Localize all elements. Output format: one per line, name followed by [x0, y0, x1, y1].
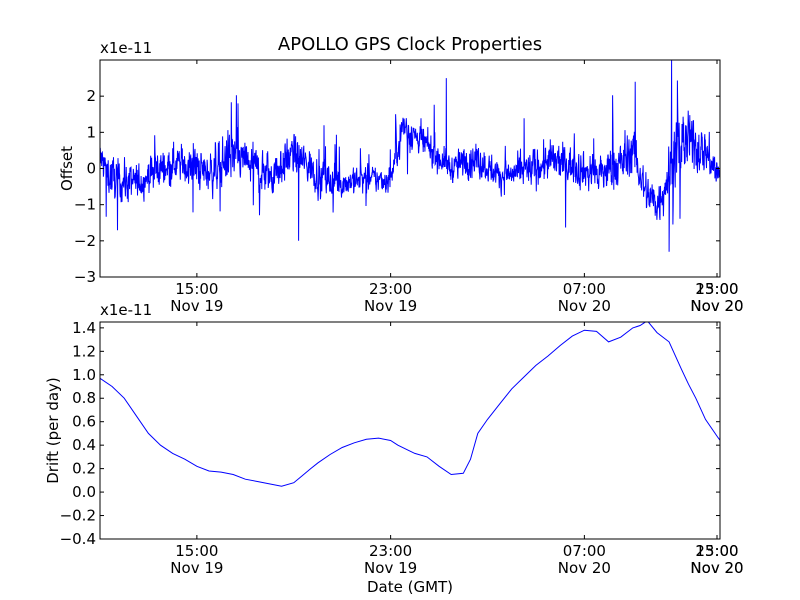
x-tick-label-date: Nov 20: [690, 297, 743, 315]
x-tick-label-time: 15:00: [175, 280, 218, 298]
y-tick-label: 1.4: [72, 319, 96, 337]
y-tick-label: −1: [74, 196, 96, 214]
y-axis-multiplier: x1e-11: [100, 39, 152, 57]
y-tick-label: 0.8: [72, 389, 96, 407]
y-tick-label: −0.2: [60, 507, 96, 525]
y-tick-label: −0.4: [60, 530, 96, 548]
x-tick-label-time: 15:00: [695, 280, 738, 298]
y-tick-label: 0.6: [72, 413, 96, 431]
y-axis-label: Offset: [58, 146, 76, 191]
x-tick-label-date: Nov 20: [558, 297, 611, 315]
x-tick-label-date: Nov 19: [170, 559, 223, 577]
y-tick-label: 0.0: [72, 483, 96, 501]
x-tick-label-date: Nov 20: [690, 559, 743, 577]
x-tick-label-date: Nov 20: [690, 559, 743, 577]
x-tick-label-time: 23:00: [369, 542, 412, 560]
y-tick-label: 2: [86, 87, 96, 105]
x-tick-label-time: 15:00: [695, 542, 738, 560]
drift-panel: −0.4−0.20.00.20.40.60.81.01.21.415:00Nov…: [44, 301, 744, 577]
y-tick-label: 1: [86, 123, 96, 141]
x-tick-label-date: Nov 19: [364, 559, 417, 577]
y-tick-label: 0.2: [72, 460, 96, 478]
x-tick-label-time: 23:00: [369, 280, 412, 298]
x-tick-label-date: Nov 19: [170, 297, 223, 315]
drift-series-line: [100, 322, 720, 487]
x-tick-label-time: 07:00: [563, 542, 606, 560]
x-tick-label-time: 23:00: [695, 280, 738, 298]
offset-series-line: [100, 60, 720, 252]
x-axis-label: Date (GMT): [367, 578, 453, 596]
y-tick-label: 1.2: [72, 342, 96, 360]
y-axis-multiplier: x1e-11: [100, 301, 152, 319]
y-tick-label: 0: [86, 160, 96, 178]
y-tick-label: −2: [74, 232, 96, 250]
y-axis-label: Drift (per day): [44, 377, 62, 484]
y-tick-label: 1.0: [72, 366, 96, 384]
y-tick-label: 0.4: [72, 436, 96, 454]
y-tick-label: −3: [74, 268, 96, 286]
x-tick-label-date: Nov 20: [558, 559, 611, 577]
chart-title: APOLLO GPS Clock Properties: [278, 34, 542, 55]
x-tick-label-date: Nov 20: [690, 297, 743, 315]
x-tick-label-date: Nov 19: [364, 297, 417, 315]
x-tick-label-time: 07:00: [563, 280, 606, 298]
plot-frame: [99, 321, 721, 540]
x-tick-label-time: 15:00: [175, 542, 218, 560]
x-tick-label-time: 23:00: [695, 542, 738, 560]
